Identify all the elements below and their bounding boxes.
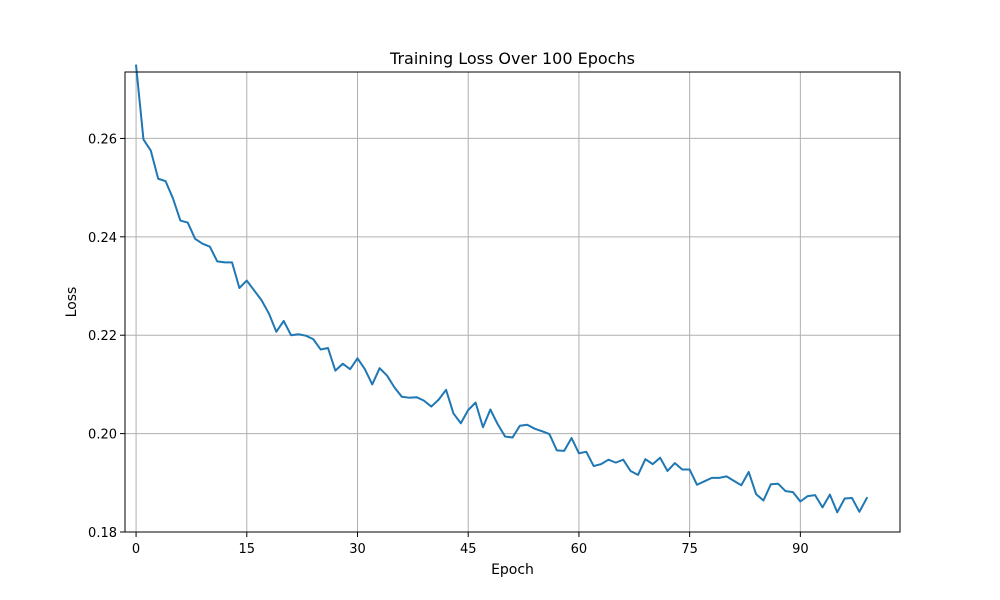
x-tick-label: 60 bbox=[571, 542, 588, 557]
x-tick-label: 30 bbox=[349, 542, 366, 557]
y-tick-label: 0.22 bbox=[88, 329, 117, 344]
y-tick-label: 0.18 bbox=[88, 526, 117, 541]
y-tick-label: 0.26 bbox=[88, 132, 117, 147]
grid-lines bbox=[125, 72, 900, 533]
y-tick-label: 0.24 bbox=[88, 231, 117, 246]
x-tick-label: 0 bbox=[132, 542, 140, 557]
x-tick-label: 75 bbox=[681, 542, 698, 557]
x-tick-label: 15 bbox=[239, 542, 256, 557]
x-tick-label: 45 bbox=[460, 542, 477, 557]
y-axis-label: Loss bbox=[64, 287, 80, 318]
plot-frame bbox=[124, 71, 901, 533]
series-layer bbox=[134, 64, 869, 514]
series-line-training-loss bbox=[134, 64, 869, 514]
x-tick-label: 90 bbox=[792, 542, 809, 557]
y-tick-label: 0.20 bbox=[88, 428, 117, 443]
chart-title: Training Loss Over 100 Epochs bbox=[389, 49, 635, 68]
x-axis-label: Epoch bbox=[491, 562, 534, 578]
axis-ticks: 0 15 30 45 60 75 90 0.18 0.20 0.22 0.24 0.26 bbox=[88, 132, 809, 557]
